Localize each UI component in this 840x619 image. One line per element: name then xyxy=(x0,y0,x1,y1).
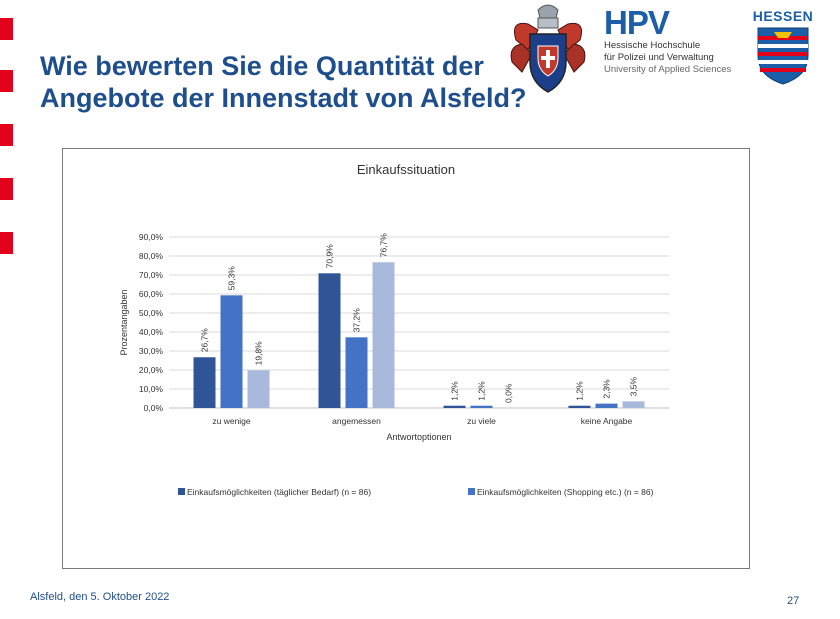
y-tick-label: 60,0% xyxy=(139,289,164,299)
legend-swatch xyxy=(468,488,475,495)
bar xyxy=(318,273,341,408)
bar-chart: Einkaufssituation 0,0% 10,0% 20,0% 30,0% 40,0… xyxy=(119,162,669,497)
hpv-logo: HPV Hessische Hochschule für Polizei und… xyxy=(604,6,744,88)
title-line-1: Wie bewerten Sie die Quantität der xyxy=(40,51,484,81)
x-tick-label: angemessen xyxy=(332,416,381,426)
hessen-lion-shield-icon xyxy=(757,27,809,85)
bar xyxy=(622,401,645,408)
bar-data-label: 1,2% xyxy=(477,381,487,401)
chart-title: Einkaufssituation xyxy=(357,162,455,177)
y-tick-label: 70,0% xyxy=(139,270,164,280)
bar xyxy=(247,370,270,408)
bar xyxy=(372,262,395,408)
page-number: 27 xyxy=(787,595,800,607)
y-tick-label: 40,0% xyxy=(139,327,164,337)
bar-data-label: 0,0% xyxy=(504,383,514,403)
y-tick-label: 50,0% xyxy=(139,308,164,318)
bar xyxy=(443,405,466,408)
y-tick-label: 0,0% xyxy=(144,403,164,413)
red-bar-4 xyxy=(0,178,13,200)
bar xyxy=(470,405,493,408)
footer-date: Alsfeld, den 5. Oktober 2022 xyxy=(30,591,170,603)
bar-data-label: 1,2% xyxy=(575,381,585,401)
y-tick-label: 20,0% xyxy=(139,365,164,375)
bar-data-label: 19,8% xyxy=(254,341,264,366)
y-tick-label: 10,0% xyxy=(139,384,164,394)
bar xyxy=(345,337,368,408)
legend-label: Einkaufsmöglichkeiten (Shopping etc.) (n… xyxy=(477,487,654,497)
hpv-line-3: University of Applied Sciences xyxy=(604,64,732,75)
red-bar-5 xyxy=(0,232,13,254)
bar-data-label: 76,7% xyxy=(379,233,389,258)
bar-data-label: 59,3% xyxy=(227,266,237,291)
bar-data-label: 1,2% xyxy=(450,381,460,401)
red-bar-1 xyxy=(0,18,13,40)
hessen-text: HESSEN xyxy=(752,8,814,24)
x-tick-label: zu viele xyxy=(467,416,496,426)
chart-frame: Einkaufssituation 0,0% 10,0% 20,0% 30,0% 40,0… xyxy=(62,148,750,569)
alsfeld-crest-icon xyxy=(510,4,586,93)
red-bar-2 xyxy=(0,70,13,92)
hessen-logo: HESSEN xyxy=(748,8,818,88)
title-line-2: Angebote der Innenstadt von Alsfeld? xyxy=(40,83,527,113)
red-bar-3 xyxy=(0,124,13,146)
y-tick-label: 80,0% xyxy=(139,251,164,261)
bar xyxy=(220,295,243,408)
x-axis-label: Antwortoptionen xyxy=(386,432,451,442)
bar xyxy=(595,403,618,408)
bar-data-label: 70,9% xyxy=(325,244,335,269)
bar-data-label: 2,3% xyxy=(602,379,612,399)
bar xyxy=(193,357,216,408)
y-axis-label: Prozentangaben xyxy=(119,289,129,355)
y-tick-label: 90,0% xyxy=(139,232,164,242)
hpv-line-1: Hessische Hochschule xyxy=(604,40,701,51)
bar-data-label: 26,7% xyxy=(200,328,210,353)
legend-swatch xyxy=(178,488,185,495)
x-tick-label: keine Angabe xyxy=(581,416,633,426)
bar xyxy=(568,405,591,408)
legend-label: Einkaufsmöglichkeiten (täglicher Bedarf)… xyxy=(187,487,371,497)
hpv-line-2: für Polizei und Verwaltung xyxy=(604,52,714,63)
bar-data-label: 37,2% xyxy=(352,308,362,333)
bar-data-label: 3,5% xyxy=(629,377,639,397)
y-tick-label: 30,0% xyxy=(139,346,164,356)
hpv-mark: HPV xyxy=(604,4,670,41)
x-tick-label: zu wenige xyxy=(212,416,251,426)
slide-title: Wie bewerten Sie die Quantität der Angeb… xyxy=(40,50,527,114)
